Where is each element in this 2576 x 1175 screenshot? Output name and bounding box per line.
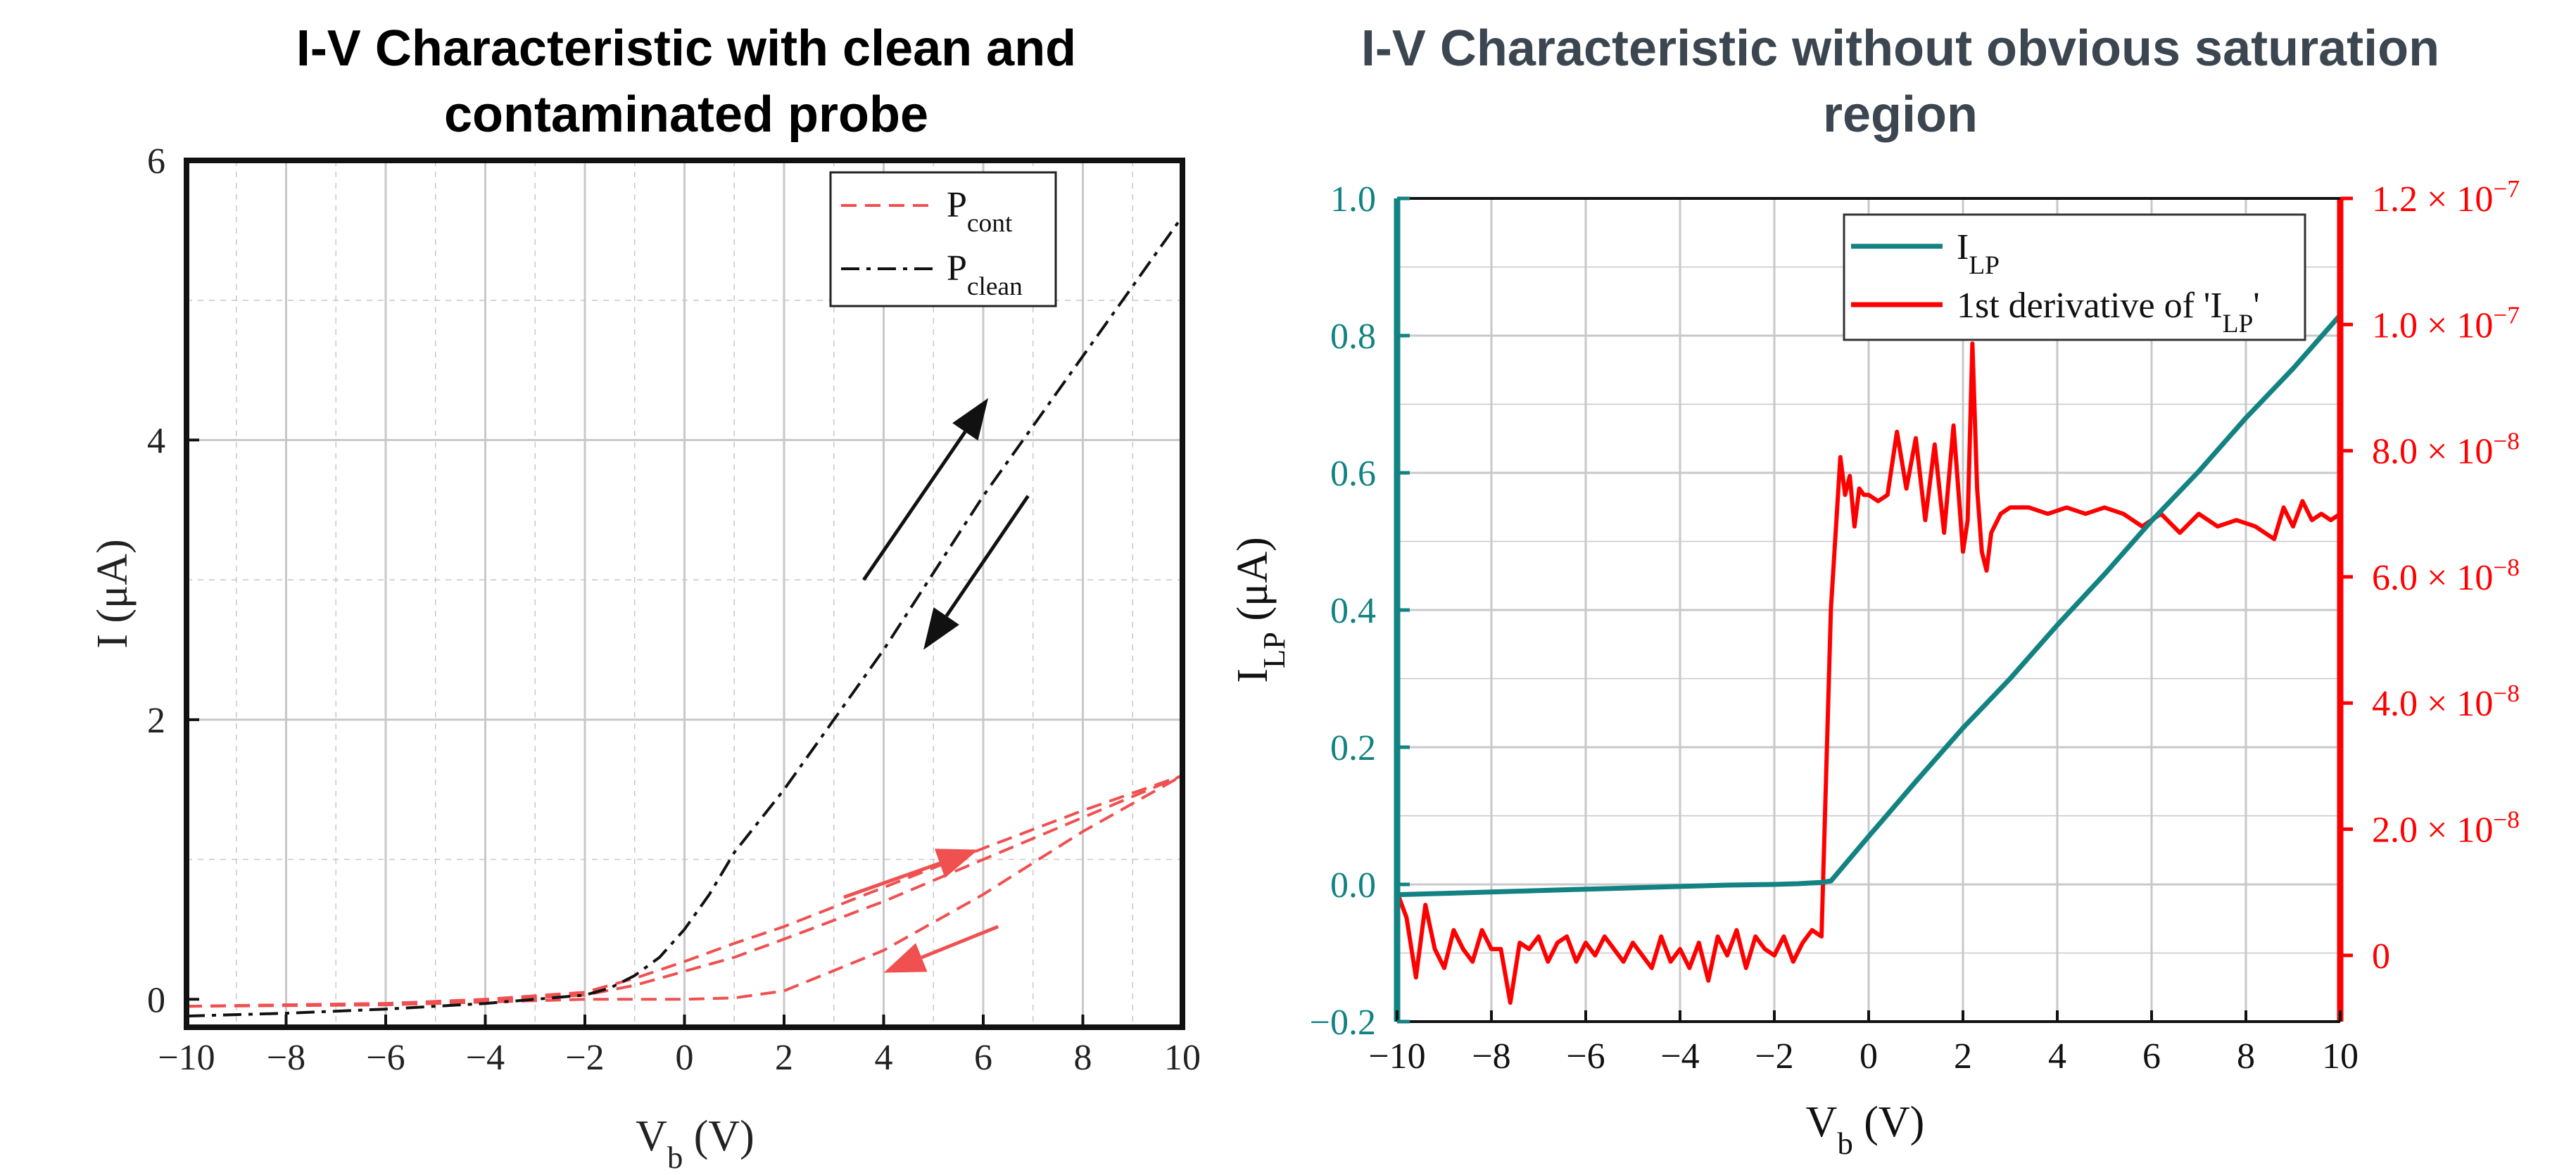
right-y2-tick-label: 6.0 × 10−8 xyxy=(2372,553,2520,598)
right-x-axis-label: Vb (V) xyxy=(1806,1098,1925,1161)
left-y-tick-label: 0 xyxy=(147,980,165,1020)
left-x-tick-label: −2 xyxy=(565,1038,604,1078)
left-x-tick-label: 0 xyxy=(676,1038,694,1078)
arrow-shaft xyxy=(921,925,999,960)
arrow-shaft xyxy=(945,495,1030,617)
annotation-arrow-red xyxy=(843,849,978,899)
left-x-tick-label: −6 xyxy=(366,1038,405,1078)
right-x-tick-label: −10 xyxy=(1368,1036,1425,1076)
series-p-cont-line xyxy=(187,774,1182,1008)
left-legend-box xyxy=(829,171,1057,307)
right-x-tick-label: 8 xyxy=(2237,1036,2255,1076)
right-y2-tick-label: 4.0 × 10−8 xyxy=(2372,679,2520,724)
right-y2-tick-label: 0 xyxy=(2372,936,2390,977)
right-x-tick-label: 4 xyxy=(2048,1036,2066,1076)
right-x-tick-label: 2 xyxy=(1954,1036,1972,1076)
right-y-tick-label: 0.2 xyxy=(1330,728,1376,768)
right-y-axis-label: ILP (μA) xyxy=(1229,537,1292,683)
series-ilp-line xyxy=(1397,313,2340,898)
arrow-shaft xyxy=(862,431,967,581)
left-plot-area xyxy=(187,215,1182,1018)
right-y-tick-label: 0.6 xyxy=(1330,454,1376,494)
right-x-tick-label: 0 xyxy=(1860,1036,1878,1076)
right-legend-box xyxy=(1843,213,2306,341)
arrow-head xyxy=(952,398,989,441)
legend-ilp-label: ILP xyxy=(1957,227,2000,280)
left-chart-title: I-V Characteristic with clean and contam… xyxy=(296,20,1077,143)
left-x-tick-label: 4 xyxy=(875,1038,893,1078)
right-chart-title: I-V Characteristic without obvious satur… xyxy=(1360,20,2440,143)
right-plot-area xyxy=(1397,313,2340,1005)
arrow-head xyxy=(883,943,928,973)
left-y-tick-label: 2 xyxy=(147,701,165,741)
annotation-arrow-black xyxy=(923,495,1030,650)
right-x-tick-label: −8 xyxy=(1472,1036,1510,1076)
series-p-cont-line xyxy=(187,774,1182,1008)
right-y-tick-label: 0.0 xyxy=(1330,865,1376,906)
right-x-tick-label: 10 xyxy=(2322,1036,2359,1076)
left-x-tick-label: 6 xyxy=(974,1038,992,1078)
right-x-tick-label: 6 xyxy=(2142,1036,2161,1076)
right-y2-tick-label: 1.0 × 10−7 xyxy=(2372,300,2520,345)
left-y-tick-label: 6 xyxy=(147,141,165,182)
right-y2-tick-label: 8.0 × 10−8 xyxy=(2372,427,2520,472)
annotation-arrow-black xyxy=(862,398,989,581)
series-p-cont-line xyxy=(187,774,1182,1008)
left-x-tick-label: −4 xyxy=(466,1038,505,1078)
right-y-tick-label: 0.8 xyxy=(1330,317,1376,357)
series-derivative-line xyxy=(1397,341,2340,1005)
annotation-arrow-red xyxy=(883,925,999,973)
left-x-tick-label: 2 xyxy=(775,1038,793,1078)
right-y-tick-label: 1.0 xyxy=(1330,179,1376,220)
left-x-tick-label: 10 xyxy=(1164,1038,1201,1078)
right-x-tick-label: −2 xyxy=(1755,1036,1793,1076)
left-y-axis-label: I (μA) xyxy=(89,539,137,648)
legend-p-cont-label: Pcont xyxy=(947,185,1013,238)
left-legend: Pcont Pclean xyxy=(829,171,1057,307)
right-x-tick-label: −4 xyxy=(1660,1036,1699,1076)
left-x-tick-label: 8 xyxy=(1074,1038,1092,1078)
legend-p-clean-label: Pclean xyxy=(947,248,1023,301)
arrow-head xyxy=(923,607,959,650)
right-y-tick-label: 0.4 xyxy=(1330,591,1376,631)
right-y-tick-label: −0.2 xyxy=(1310,1003,1376,1043)
series-p-clean-line xyxy=(187,215,1182,1018)
arrow-shaft xyxy=(843,861,941,899)
legend-derivative-label: 1st derivative of 'ILP' xyxy=(1957,286,2260,338)
arrow-head xyxy=(934,849,978,878)
left-x-axis-label: Vb (V) xyxy=(636,1112,755,1175)
left-x-tick-label: −10 xyxy=(158,1038,215,1078)
right-legend: ILP 1st derivative of 'ILP' xyxy=(1843,213,2306,341)
right-x-tick-label: −6 xyxy=(1566,1036,1605,1076)
left-x-tick-label: −8 xyxy=(267,1038,305,1078)
right-y2-tick-label: 2.0 × 10−8 xyxy=(2372,806,2520,851)
left-y-tick-label: 4 xyxy=(147,421,165,461)
right-y2-tick-label: 1.2 × 10−7 xyxy=(2372,174,2520,220)
